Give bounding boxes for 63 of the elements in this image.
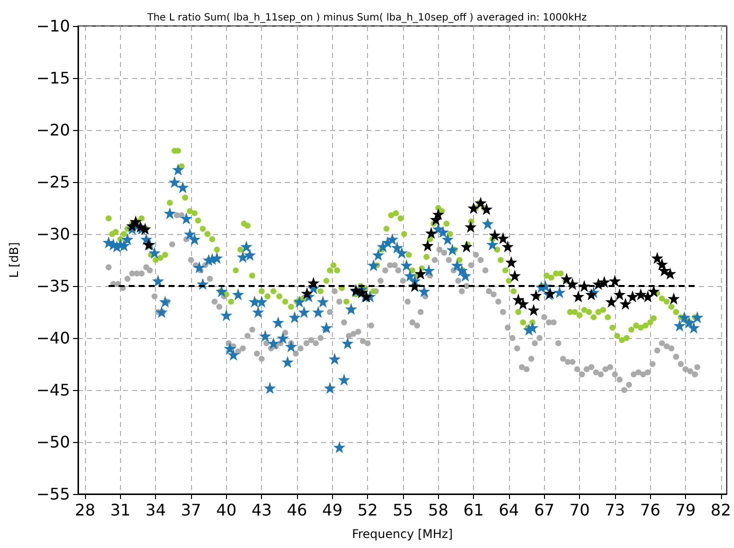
point — [414, 268, 427, 280]
point — [626, 290, 639, 302]
x-tick-label: 28 — [74, 500, 96, 520]
point — [517, 298, 530, 310]
point — [474, 196, 487, 209]
x-tick-label: 82 — [710, 500, 732, 520]
point — [642, 290, 654, 302]
x-tick-label: 46 — [286, 500, 308, 520]
point — [572, 290, 584, 302]
point — [528, 304, 540, 316]
y-tick-label: −20 — [36, 120, 70, 140]
y-tick-label: −15 — [36, 68, 70, 88]
y-tick-label: −50 — [36, 432, 70, 452]
x-tick-label: 79 — [675, 500, 696, 520]
x-tick-label: 58 — [428, 500, 448, 520]
x-axis-title: Frequency [MHz] — [352, 527, 453, 541]
chart-title: The L ratio Sum( lba_h_11sep_on ) minus Sum( lba_h_10sep_off ) averaged in: 1000kHz — [146, 12, 587, 24]
point — [508, 270, 521, 282]
point — [598, 276, 610, 288]
point — [488, 229, 501, 242]
x-tick-label: 55 — [392, 500, 414, 520]
point — [432, 208, 444, 220]
x-tick-label: 73 — [604, 500, 626, 520]
x-tick-label: 76 — [640, 500, 660, 520]
point — [464, 220, 477, 233]
point — [560, 272, 573, 285]
point — [614, 288, 626, 300]
x-tick-label: 67 — [534, 500, 554, 520]
y-tick-label: −45 — [36, 380, 70, 400]
x-tick-label: 40 — [216, 500, 237, 520]
point — [505, 256, 518, 268]
point — [605, 296, 618, 308]
y-tick-label: −30 — [36, 224, 70, 244]
point — [502, 240, 514, 252]
x-tick-label: 49 — [322, 500, 342, 520]
point — [668, 292, 680, 304]
point — [460, 240, 473, 252]
point — [530, 289, 542, 302]
point — [497, 232, 510, 244]
x-tick-label: 64 — [498, 500, 520, 520]
y-tick-label: −35 — [36, 276, 70, 296]
y-tick-label: −25 — [36, 172, 70, 192]
y-tick-label: −10 — [36, 16, 70, 36]
point — [468, 202, 480, 214]
x-tick-label: 61 — [463, 500, 484, 520]
x-tick-label: 37 — [180, 500, 202, 520]
x-tick-label: 52 — [357, 500, 378, 520]
point — [422, 239, 434, 252]
y-axis-title: L [dB] — [7, 242, 21, 278]
point — [425, 226, 438, 239]
x-tick-label: 31 — [110, 500, 131, 520]
point — [651, 252, 664, 264]
y-tick-label: −55 — [36, 484, 70, 504]
x-tick-label: 43 — [251, 500, 272, 520]
point — [634, 288, 647, 300]
point — [300, 287, 313, 300]
y-tick-label: −40 — [36, 328, 70, 348]
point — [619, 298, 632, 310]
point — [608, 274, 621, 287]
point — [585, 288, 598, 300]
x-tick-label: 34 — [146, 500, 166, 520]
x-tick-label: 70 — [569, 500, 590, 520]
point — [480, 203, 493, 216]
